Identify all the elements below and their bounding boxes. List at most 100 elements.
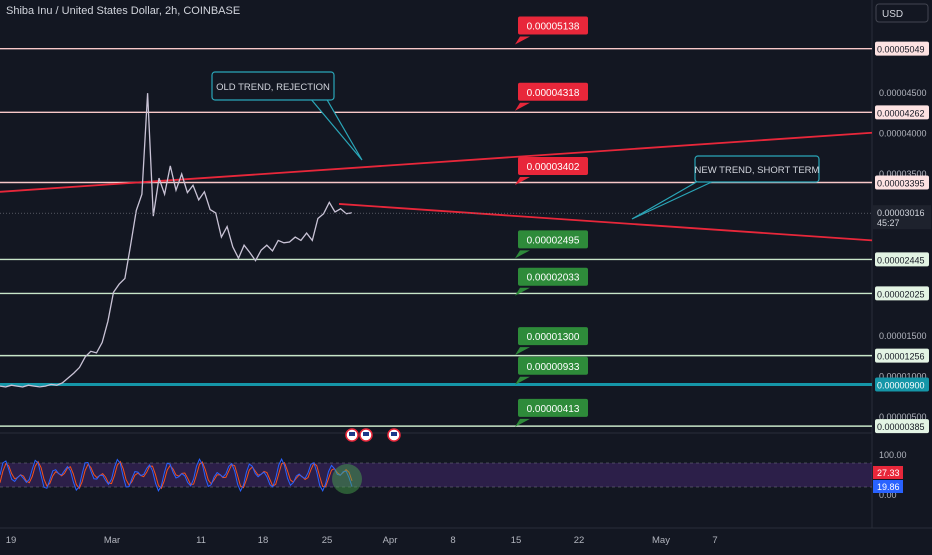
annotation-new-trend-text: NEW TREND, SHORT TERM [695,165,820,176]
level-tag-bg [875,252,929,267]
price-callout-resistance[interactable]: 0.00004318 [515,82,588,111]
time-axis-tick: 7 [712,535,717,546]
time-axis-tick: 22 [574,535,585,546]
price-callout-support[interactable]: 0.00002033 [515,267,588,296]
rsi-k-tag: 27.33 [873,466,903,479]
level-tag-label: 0.00000900 [877,380,925,390]
callout-box [518,230,588,249]
annotation-old-trend[interactable]: OLD TREND, REJECTION [211,71,363,161]
price-axis-tick: 0.00004500 [879,88,927,98]
level-tag-label: 0.00003395 [877,179,925,189]
callout-box [518,327,588,346]
callout-pointer [515,36,530,45]
event-flag-icon[interactable] [359,428,373,442]
price-axis-tick: 0.00001500 [879,331,927,341]
time-axis-tick: 15 [511,535,522,546]
callout-label: 0.00000933 [527,362,580,373]
price-axis-tick: 0.00000500 [879,412,927,422]
bar-countdown: 45:27 [877,218,900,228]
rsi-highlight-circle [332,464,362,494]
price-axis-tick: 0.00003500 [879,169,927,179]
rsi-k-line[interactable] [0,457,353,493]
price-callout-support[interactable]: 0.00000933 [515,356,588,385]
price-axis-tick: 0.00001000 [879,371,927,381]
rsi-k-tag-bg [873,466,903,479]
rsi-d-value: 19.86 [877,482,900,492]
level-tag-bg [875,41,929,56]
current-price-tag-bg [873,205,931,230]
callout-label: 0.00002495 [527,235,580,246]
callout-box [518,156,588,175]
callout-pointer [515,250,530,259]
callout-box [518,82,588,101]
annotation-box [694,155,820,183]
rsi-axis-tick: 100.00 [879,450,907,460]
level-price-tag: 0.00004262 [875,105,929,120]
callout-pointer [515,102,530,111]
callout-pointer [515,376,530,385]
level-tag-bg [875,105,929,120]
time-axis-tick: May [652,535,670,546]
current-price-value: 0.00003016 [877,208,925,218]
level-tag-label: 0.00005049 [877,45,925,55]
callout-pointer [515,176,530,185]
callout-pointer [515,418,530,427]
level-price-tag: 0.00000900 [875,377,929,392]
callout-label: 0.00003402 [527,162,580,173]
time-axis-tick: 19 [6,535,17,546]
annotation-box [211,71,335,101]
level-tag-label: 0.00004262 [877,108,925,118]
callout-box [518,398,588,417]
rsi-k-value: 27.33 [877,468,900,478]
level-price-tag: 0.00002445 [875,252,929,267]
level-tag-bg [875,175,929,190]
old-trend-line[interactable] [0,131,873,193]
level-tag-bg [875,348,929,363]
callout-label: 0.00001300 [527,332,580,343]
price-callout-support[interactable]: 0.00001300 [515,327,588,356]
callout-label: 0.00000413 [527,404,580,415]
level-tag-label: 0.00002025 [877,289,925,299]
event-flag-mark [363,432,369,436]
annotation-old-trend-text: OLD TREND, REJECTION [216,82,330,93]
callout-label: 0.00005138 [527,21,580,32]
level-price-tag: 0.00003395 [875,175,929,190]
time-axis-tick: 8 [450,535,455,546]
level-tag-label: 0.00002445 [877,255,925,265]
price-callout-resistance[interactable]: 0.00003402 [515,156,588,185]
callout-label: 0.00002033 [527,273,580,284]
annotation-new-trend[interactable]: NEW TREND, SHORT TERM [631,155,820,220]
event-flag-mark [349,432,355,436]
new-trend-line[interactable] [338,203,873,242]
level-tag-label: 0.00001256 [877,352,925,362]
price-callout-support[interactable]: 0.00000413 [515,398,588,427]
price-callout-resistance[interactable]: 0.00005138 [515,16,588,45]
event-flag-icon[interactable] [345,428,359,442]
callout-box [518,16,588,35]
level-price-tag: 0.00000385 [875,419,929,434]
callout-pointer [515,287,530,296]
currency-button[interactable]: USD [875,3,929,23]
callout-pointer [515,347,530,356]
price-callout-support[interactable]: 0.00002495 [515,230,588,259]
level-tag-bg [875,286,929,301]
time-axis-tick: 18 [258,535,269,546]
time-axis-tick: Mar [104,535,120,546]
price-line[interactable] [0,93,353,388]
price-axis-tick: 0.00004000 [879,129,927,139]
level-price-tag: 0.00002025 [875,286,929,301]
event-flag-icon[interactable] [387,428,401,442]
rsi-d-tag: 19.86 [873,480,903,493]
level-price-tag: 0.00005049 [875,41,929,56]
time-axis-tick: Apr [383,535,398,546]
event-flag-mark [391,432,397,436]
time-axis-tick: 25 [322,535,333,546]
symbol-title[interactable]: Shiba Inu / United States Dollar, 2h, CO… [6,5,240,17]
level-tag-bg [875,377,929,392]
callout-label: 0.00004318 [527,88,580,99]
currency-button-label: USD [882,9,903,20]
callout-box [518,356,588,375]
rsi-axis-tick: 0.00 [879,490,897,500]
